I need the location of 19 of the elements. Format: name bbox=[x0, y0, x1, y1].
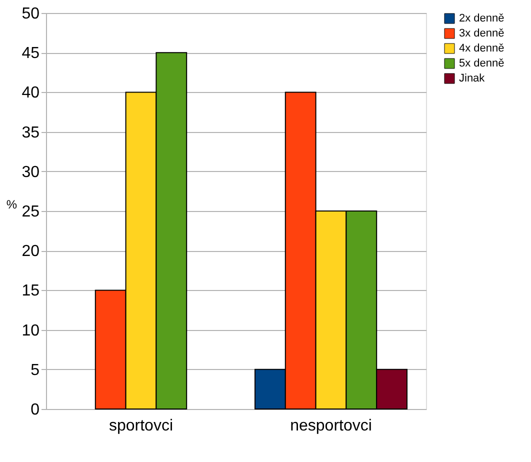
legend-label: 3x denně bbox=[459, 28, 504, 40]
legend-label: 4x denně bbox=[459, 42, 504, 54]
y-tick-label: 15 bbox=[22, 282, 40, 300]
y-tick-label: 30 bbox=[22, 164, 40, 181]
y-tick-label: 40 bbox=[22, 84, 40, 102]
y-tick-label: 50 bbox=[22, 6, 40, 22]
legend-label: Jinak bbox=[459, 72, 486, 84]
y-tick-label: 5 bbox=[30, 362, 40, 379]
y-tick-label: 25 bbox=[22, 204, 40, 220]
y-axis-title: % bbox=[6, 198, 18, 212]
y-tick-label: 35 bbox=[22, 124, 40, 142]
legend-label: 2x denně bbox=[459, 12, 504, 24]
y-tick-label: 45 bbox=[22, 45, 40, 62]
x-tick-label: sportovci bbox=[108, 418, 174, 434]
legend-label: 5x denně bbox=[459, 58, 504, 70]
y-tick-label: 20 bbox=[22, 243, 40, 260]
x-tick-label: nesportovci bbox=[290, 418, 372, 434]
y-tick-label: 0 bbox=[30, 402, 40, 418]
y-tick-label: 10 bbox=[22, 322, 40, 340]
